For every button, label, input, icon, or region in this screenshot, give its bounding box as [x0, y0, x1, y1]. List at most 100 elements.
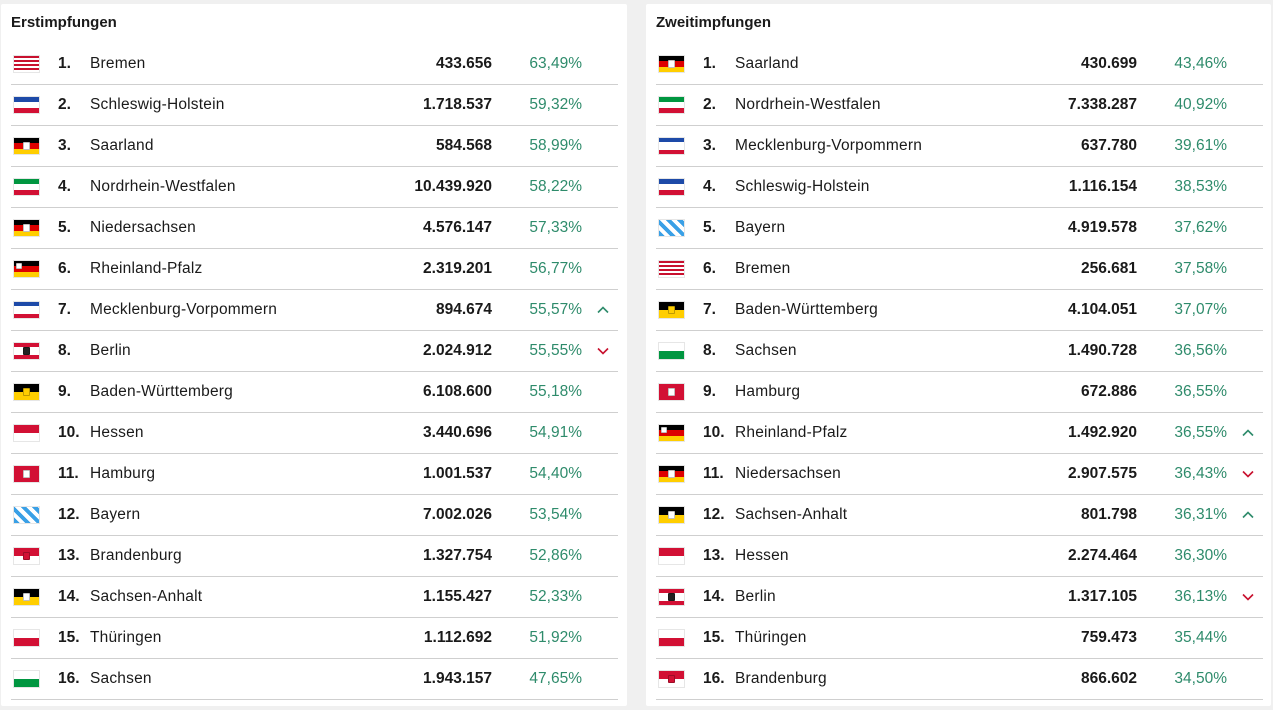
vaccination-rate: 35,44%: [1174, 629, 1227, 646]
rank-number: 9.: [58, 383, 71, 400]
vaccination-count: 1.155.427: [423, 588, 492, 605]
vaccination-rate: 53,54%: [529, 506, 582, 523]
state-name: Rheinland-Pfalz: [90, 260, 203, 277]
list-item: 1. Saarland 430.699 43,46%: [656, 44, 1263, 85]
list-item: 12. Sachsen-Anhalt 801.798 36,31%: [656, 495, 1263, 536]
vaccination-rate: 37,62%: [1174, 219, 1227, 236]
rank-number: 14.: [58, 588, 80, 605]
state-flag-icon: [659, 302, 684, 318]
rank-number: 5.: [703, 219, 716, 236]
rank-number: 2.: [58, 96, 71, 113]
state-flag-icon: [14, 97, 39, 113]
vaccination-rate: 58,22%: [529, 178, 582, 195]
vaccination-count: 1.327.754: [423, 547, 492, 564]
state-flag-icon: [659, 261, 684, 277]
state-name: Berlin: [90, 342, 131, 359]
ranking-list: 1. Bremen 433.656 63,49% 2. Schleswig-Holstei…: [11, 44, 618, 700]
vaccination-rate: 36,13%: [1174, 588, 1227, 605]
rank-number: 11.: [703, 465, 724, 482]
list-item: 3. Saarland 584.568 58,99%: [11, 126, 618, 167]
rank-number: 12.: [703, 506, 725, 523]
rank-number: 15.: [58, 629, 80, 646]
list-item: 10. Hessen 3.440.696 54,91%: [11, 413, 618, 454]
state-name: Niedersachsen: [735, 465, 841, 482]
state-flag-icon: [14, 466, 39, 482]
vaccination-rate: 55,55%: [529, 342, 582, 359]
vaccination-count: 430.699: [1080, 55, 1137, 72]
rank-number: 11.: [58, 465, 79, 482]
state-flag-icon: [659, 425, 684, 441]
list-item: 13. Hessen 2.274.464 36,30%: [656, 536, 1263, 577]
panel-title: Erstimpfungen: [11, 14, 117, 31]
state-name: Schleswig-Holstein: [735, 178, 870, 195]
vaccination-count: 6.108.600: [423, 383, 492, 400]
rank-number: 8.: [703, 342, 716, 359]
list-item: 14. Berlin 1.317.105 36,13%: [656, 577, 1263, 618]
state-name: Sachsen: [735, 342, 797, 359]
vaccination-rate: 56,77%: [529, 260, 582, 277]
state-flag-icon: [14, 220, 39, 236]
state-name: Hessen: [735, 547, 789, 564]
list-item: 13. Brandenburg 1.327.754 52,86%: [11, 536, 618, 577]
state-flag-icon: [14, 138, 39, 154]
list-item: 4. Nordrhein-Westfalen 10.439.920 58,22%: [11, 167, 618, 208]
state-name: Baden-Württemberg: [90, 383, 233, 400]
vaccination-count: 1.317.105: [1068, 588, 1137, 605]
vaccination-rate: 58,99%: [529, 137, 582, 154]
vaccination-count: 759.473: [1080, 629, 1137, 646]
state-name: Bremen: [90, 55, 146, 72]
list-item: 11. Niedersachsen 2.907.575 36,43%: [656, 454, 1263, 495]
list-item: 3. Mecklenburg-Vorpommern 637.780 39,61%: [656, 126, 1263, 167]
list-item: 12. Bayern 7.002.026 53,54%: [11, 495, 618, 536]
vaccination-rate: 36,55%: [1174, 383, 1227, 400]
chevron-down-icon: [597, 345, 609, 357]
list-item: 10. Rheinland-Pfalz 1.492.920 36,55%: [656, 413, 1263, 454]
list-item: 5. Niedersachsen 4.576.147 57,33%: [11, 208, 618, 249]
rank-number: 6.: [703, 260, 716, 277]
state-flag-icon: [14, 302, 39, 318]
vaccination-count: 433.656: [435, 55, 492, 72]
vaccination-rate: 55,18%: [529, 383, 582, 400]
list-item: 2. Nordrhein-Westfalen 7.338.287 40,92%: [656, 85, 1263, 126]
list-item: 11. Hamburg 1.001.537 54,40%: [11, 454, 618, 495]
state-name: Niedersachsen: [90, 219, 196, 236]
state-name: Baden-Württemberg: [735, 301, 878, 318]
state-flag-icon: [659, 220, 684, 236]
vaccination-rate: 57,33%: [529, 219, 582, 236]
state-flag-icon: [659, 589, 684, 605]
list-item: 6. Rheinland-Pfalz 2.319.201 56,77%: [11, 249, 618, 290]
vaccination-count: 2.274.464: [1068, 547, 1137, 564]
state-flag-icon: [659, 56, 684, 72]
state-flag-icon: [14, 56, 39, 72]
vaccination-rate: 36,55%: [1174, 424, 1227, 441]
state-flag-icon: [14, 425, 39, 441]
state-name: Thüringen: [90, 629, 162, 646]
list-item: 9. Baden-Württemberg 6.108.600 55,18%: [11, 372, 618, 413]
vaccination-rate: 52,86%: [529, 547, 582, 564]
vaccination-count: 1.112.692: [423, 629, 492, 646]
list-item: 1. Bremen 433.656 63,49%: [11, 44, 618, 85]
state-flag-icon: [14, 671, 39, 687]
vaccination-count: 4.576.147: [423, 219, 492, 236]
list-item: 15. Thüringen 1.112.692 51,92%: [11, 618, 618, 659]
state-flag-icon: [14, 179, 39, 195]
state-flag-icon: [659, 507, 684, 523]
vaccination-count: 866.602: [1080, 670, 1137, 687]
vaccination-count: 801.798: [1080, 506, 1137, 523]
state-flag-icon: [14, 589, 39, 605]
list-item: 8. Sachsen 1.490.728 36,56%: [656, 331, 1263, 372]
vaccination-count: 1.943.157: [423, 670, 492, 687]
list-item: 14. Sachsen-Anhalt 1.155.427 52,33%: [11, 577, 618, 618]
rank-number: 15.: [703, 629, 725, 646]
panel-title: Zweitimpfungen: [656, 14, 771, 31]
vaccination-rate: 39,61%: [1174, 137, 1227, 154]
state-flag-icon: [659, 97, 684, 113]
vaccination-rate: 37,07%: [1174, 301, 1227, 318]
state-name: Sachsen: [90, 670, 152, 687]
state-flag-icon: [659, 343, 684, 359]
vaccination-count: 894.674: [435, 301, 492, 318]
vaccination-count: 256.681: [1080, 260, 1137, 277]
state-flag-icon: [659, 466, 684, 482]
vaccination-count: 1.001.537: [423, 465, 492, 482]
vaccination-rate: 63,49%: [529, 55, 582, 72]
